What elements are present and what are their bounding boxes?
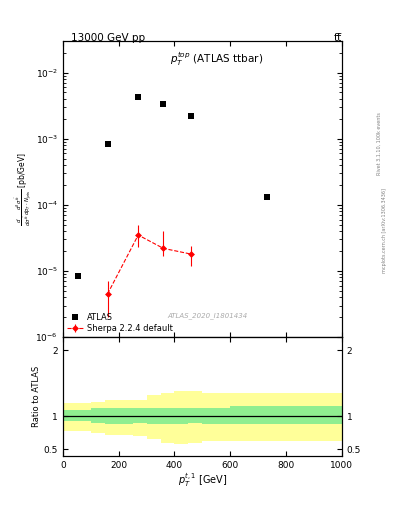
Line: ATLAS: ATLAS [75, 94, 270, 279]
ATLAS [161, 101, 166, 108]
X-axis label: $p_T^{t,1}$ [GeV]: $p_T^{t,1}$ [GeV] [178, 472, 227, 489]
Y-axis label: Ratio to ATLAS: Ratio to ATLAS [32, 366, 41, 427]
Text: $p_T^{top}$ (ATLAS ttbar): $p_T^{top}$ (ATLAS ttbar) [170, 50, 263, 68]
Legend: ATLAS, Sherpa 2.2.4 default: ATLAS, Sherpa 2.2.4 default [67, 312, 173, 333]
ATLAS [189, 113, 194, 119]
ATLAS [264, 194, 269, 200]
Y-axis label: $\frac{d}{d\sigma^{t\bar{t}}} \frac{d^2\sigma^{t\bar{t}}}{dp_T \cdot N_{jets}}$ : $\frac{d}{d\sigma^{t\bar{t}}} \frac{d^2\… [14, 152, 34, 226]
ATLAS [105, 141, 110, 147]
ATLAS [76, 272, 81, 279]
Text: Rivet 3.1.10, 100k events: Rivet 3.1.10, 100k events [377, 112, 382, 175]
Text: tt̅: tt̅ [334, 33, 342, 44]
Text: mcplots.cern.ch [arXiv:1306.3436]: mcplots.cern.ch [arXiv:1306.3436] [382, 188, 387, 273]
Text: ATLAS_2020_I1801434: ATLAS_2020_I1801434 [168, 313, 248, 319]
ATLAS [136, 94, 141, 100]
Text: 13000 GeV pp: 13000 GeV pp [71, 33, 145, 44]
